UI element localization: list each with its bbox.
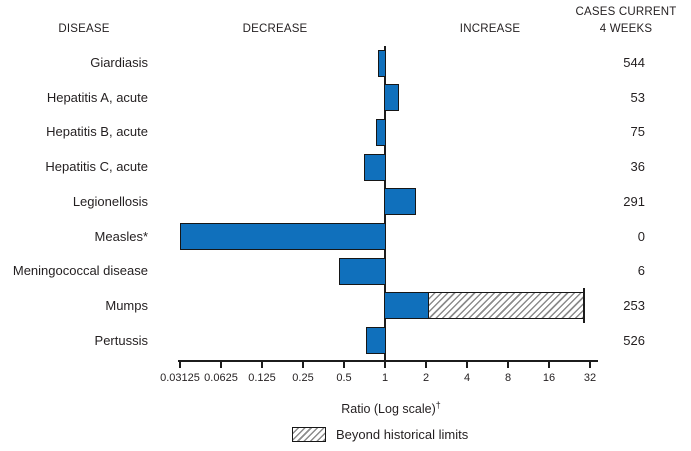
beyond-limits-end-cap xyxy=(583,288,586,324)
cases-value: 291 xyxy=(623,193,645,209)
column-header-cases-current: CASES CURRENT 4 WEEKS xyxy=(575,4,676,38)
x-axis-tick-label: 1 xyxy=(381,372,389,384)
x-axis-line xyxy=(178,360,598,362)
x-axis-title: Ratio (Log scale)† xyxy=(341,400,441,416)
beyond-limits-bar xyxy=(428,292,585,320)
disease-label: Hepatitis A, acute xyxy=(46,89,148,105)
x-axis-tick xyxy=(384,361,386,368)
x-axis-tick xyxy=(343,361,345,368)
x-axis-tick-label: 4 xyxy=(463,372,471,384)
cases-value: 6 xyxy=(637,263,645,279)
x-axis-tick xyxy=(589,361,591,368)
cases-value: 253 xyxy=(623,297,645,313)
dagger-footnote-mark: † xyxy=(435,400,441,410)
disease-label: Giardiasis xyxy=(90,55,148,70)
cases-value: 526 xyxy=(623,332,645,348)
disease-label: Measles* xyxy=(94,228,148,244)
column-header-disease: DISEASE xyxy=(58,23,110,35)
cases-header-line1: CASES CURRENT xyxy=(575,6,677,18)
x-axis-tick-label: 32 xyxy=(583,372,597,384)
x-axis-tick-label: 0.125 xyxy=(248,372,276,384)
disease-label: Hepatitis B, acute xyxy=(46,124,148,140)
x-axis-tick xyxy=(261,361,263,368)
cases-header-line2: 4 WEEKS xyxy=(599,23,653,35)
disease-label: Meningococcal disease xyxy=(12,263,148,279)
decrease-bar xyxy=(339,257,386,285)
x-axis-tick xyxy=(302,361,304,368)
cases-value: 36 xyxy=(630,159,645,175)
increase-bar xyxy=(384,188,416,216)
legend-swatch-beyond-historical-limits xyxy=(292,427,326,442)
cases-value: 544 xyxy=(623,55,645,70)
decrease-bar xyxy=(180,223,386,250)
disease-label: Hepatitis C, acute xyxy=(45,159,148,175)
decrease-bar xyxy=(363,153,386,181)
x-axis-tick xyxy=(220,361,222,368)
x-axis-tick xyxy=(466,361,468,368)
cases-value: 0 xyxy=(637,228,645,244)
cases-value: 75 xyxy=(630,124,645,140)
x-axis-tick xyxy=(507,361,509,368)
x-axis-tick-label: 0.0625 xyxy=(204,372,238,384)
decrease-bar xyxy=(376,118,386,146)
x-axis-tick-label: 0.03125 xyxy=(160,372,200,384)
decrease-bar xyxy=(378,49,386,77)
disease-label: Mumps xyxy=(105,297,148,313)
legend-label-beyond-historical-limits: Beyond historical limits xyxy=(336,427,469,442)
x-axis-tick xyxy=(425,361,427,368)
increase-bar xyxy=(384,84,400,112)
decrease-bar xyxy=(365,327,386,355)
increase-bar xyxy=(384,292,429,320)
x-axis-tick-label: 2 xyxy=(422,372,430,384)
column-header-increase: INCREASE xyxy=(459,23,521,35)
x-axis-tick xyxy=(179,361,181,368)
x-axis-tick-label: 0.5 xyxy=(336,372,352,384)
disease-label: Legionellosis xyxy=(72,193,148,209)
x-axis-title-text: Ratio (Log scale) xyxy=(341,402,436,417)
x-axis-tick xyxy=(548,361,550,368)
x-axis-tick-label: 16 xyxy=(542,372,556,384)
disease-label: Pertussis xyxy=(94,332,148,348)
cases-value: 53 xyxy=(630,89,645,105)
x-axis-tick-label: 8 xyxy=(504,372,512,384)
column-header-decrease: DECREASE xyxy=(242,23,308,35)
x-axis-tick-label: 0.25 xyxy=(292,372,314,384)
